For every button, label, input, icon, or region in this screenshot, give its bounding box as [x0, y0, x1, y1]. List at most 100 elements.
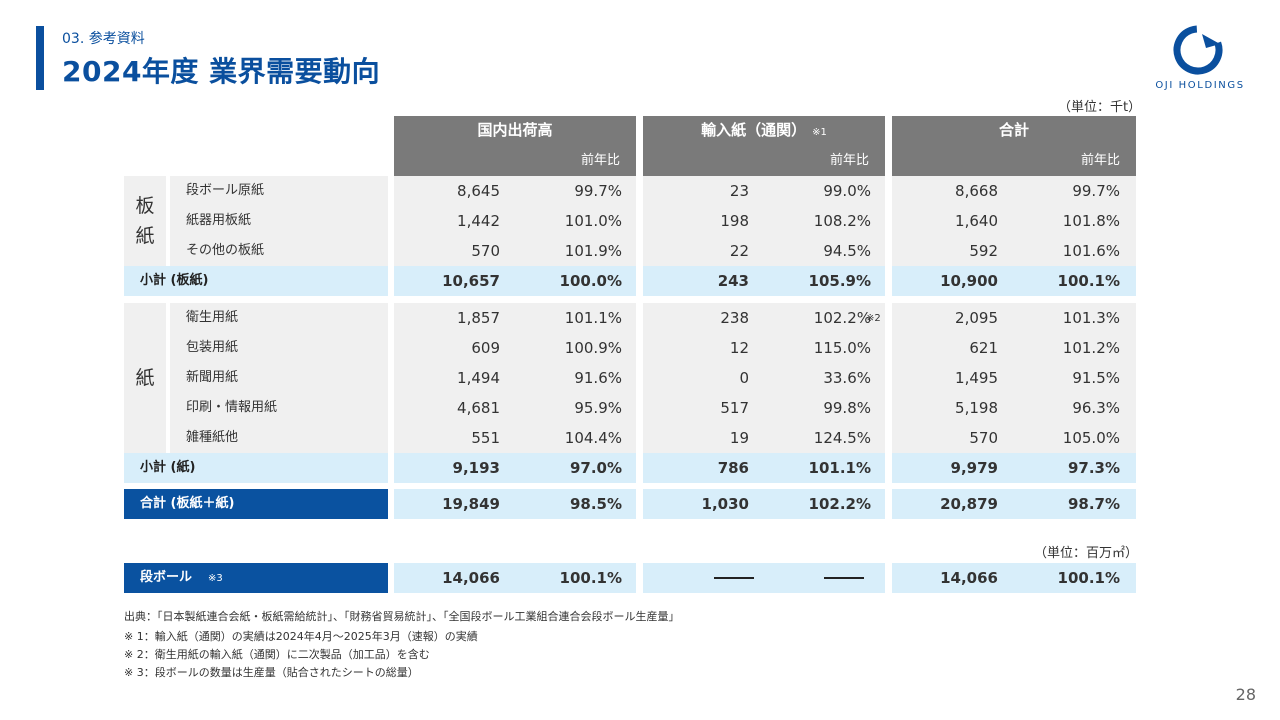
value-domestic: 4,681 [394, 393, 506, 423]
value-domestic: 8,645 [394, 176, 506, 206]
value-import: 23 [643, 176, 755, 206]
pct-domestic: 100.1% [506, 563, 636, 593]
pct-total: 101.3% [1004, 303, 1136, 333]
value-domestic: 570 [394, 236, 506, 266]
footnote-1: ※ 1：輸入紙（通関）の実績は2024年4月～2025年3月（速報）の実績 [124, 630, 478, 643]
row-label: 段ボール原紙 [170, 176, 388, 206]
row-label: 合計 (板紙＋紙) [124, 489, 388, 519]
value-total: 592 [892, 236, 1004, 266]
row-label: 印刷・情報用紙 [170, 393, 388, 423]
value-total: 20,879 [892, 489, 1004, 519]
footnote-source: 出典：「日本製紙連合会紙・板紙需給統計」、「財務省貿易統計」、「全国段ボール工業… [124, 610, 680, 623]
value-domestic: 1,494 [394, 363, 506, 393]
pct-import: 102.2% [755, 303, 885, 333]
value-total: 10,900 [892, 266, 1004, 296]
pct-total: 97.3% [1004, 453, 1136, 483]
row-label: 小計 (板紙) [124, 266, 388, 296]
cardboard-note: ※3 [208, 573, 223, 584]
oji-logo: OJI HOLDINGS [1140, 24, 1260, 96]
col-header-domestic: 国内出荷高 [394, 116, 636, 146]
col-subheader-domestic: 前年比 [394, 146, 636, 176]
col-header-import-note: ※1 [812, 127, 827, 138]
pct-import: 99.8% [755, 393, 885, 423]
group-char: 板 [135, 195, 155, 217]
row-label: 紙器用板紙 [170, 206, 388, 236]
value-total: 2,095 [892, 303, 1004, 333]
value-domestic: 19,849 [394, 489, 506, 519]
unit-label-cardboard: （単位：百万㎡） [1034, 546, 1139, 561]
value-total: 9,979 [892, 453, 1004, 483]
value-domestic: 10,657 [394, 266, 506, 296]
pct-total: 100.1% [1004, 266, 1136, 296]
pct-import: 94.5% [755, 236, 885, 266]
page-title: 2024年度 業界需要動向 [62, 55, 381, 88]
pct-total: 100.1% [1004, 563, 1136, 593]
pct-domestic: 98.5% [506, 489, 636, 519]
row-label: 段ボール ※3 [124, 563, 388, 593]
row-label: 小計 (紙) [124, 453, 388, 483]
value-import: 22 [643, 236, 755, 266]
title-accent-bar [36, 26, 44, 90]
pct-domestic: 100.0% [506, 266, 636, 296]
value-total: 621 [892, 333, 1004, 363]
pct-import: 108.2% [755, 206, 885, 236]
pct-import: 105.9% [755, 266, 885, 296]
value-import: 517 [643, 393, 755, 423]
dash-import-pct [824, 577, 864, 579]
pct-total: 101.8% [1004, 206, 1136, 236]
row-label: 包装用紙 [170, 333, 388, 363]
row-label: 衛生用紙 [170, 303, 388, 333]
sanitary-note: ※2 [866, 313, 881, 324]
value-import: 12 [643, 333, 755, 363]
value-import: 19 [643, 423, 755, 453]
group-label-board: 板 紙 [124, 176, 166, 266]
col-header-import: 輸入紙（通関） ※1 [643, 116, 885, 146]
pct-total: 101.6% [1004, 236, 1136, 266]
row-label: 雑種紙他 [170, 423, 388, 453]
value-domestic: 551 [394, 423, 506, 453]
pct-domestic: 101.9% [506, 236, 636, 266]
value-import: 243 [643, 266, 755, 296]
value-total: 1,640 [892, 206, 1004, 236]
pct-total: 101.2% [1004, 333, 1136, 363]
row-label: 新聞用紙 [170, 363, 388, 393]
value-total: 8,668 [892, 176, 1004, 206]
col-header-import-label: 輸入紙（通関） [701, 121, 807, 139]
value-total: 1,495 [892, 363, 1004, 393]
pct-import: 124.5% [755, 423, 885, 453]
unit-label: （単位：千t） [1058, 100, 1142, 115]
pct-total: 96.3% [1004, 393, 1136, 423]
pct-domestic: 99.7% [506, 176, 636, 206]
value-domestic: 609 [394, 333, 506, 363]
pct-domestic: 95.9% [506, 393, 636, 423]
value-domestic: 1,857 [394, 303, 506, 333]
value-import: 1,030 [643, 489, 755, 519]
pct-import: 101.1% [755, 453, 885, 483]
pct-domestic: 101.0% [506, 206, 636, 236]
footnote-2: ※ 2：衛生用紙の輸入紙（通関）に二次製品（加工品）を含む [124, 648, 430, 661]
col-header-total: 合計 [892, 116, 1136, 146]
oji-logo-icon [1173, 25, 1223, 75]
col-subheader-import: 前年比 [643, 146, 885, 176]
pct-total: 105.0% [1004, 423, 1136, 453]
row-label: その他の板紙 [170, 236, 388, 266]
pct-domestic: 100.9% [506, 333, 636, 363]
group-label-paper: 紙 [124, 303, 166, 453]
pct-domestic: 91.6% [506, 363, 636, 393]
value-domestic: 14,066 [394, 563, 506, 593]
pct-import: 99.0% [755, 176, 885, 206]
value-domestic: 1,442 [394, 206, 506, 236]
pct-domestic: 97.0% [506, 453, 636, 483]
section-label: 03. 参考資料 [62, 31, 145, 47]
value-total: 5,198 [892, 393, 1004, 423]
footnote-3: ※ 3：段ボールの数量は生産量（貼合されたシートの総量） [124, 666, 419, 679]
value-import: 238 [643, 303, 755, 333]
pct-total: 98.7% [1004, 489, 1136, 519]
value-total: 570 [892, 423, 1004, 453]
dash-import-value [714, 577, 754, 579]
value-import: 0 [643, 363, 755, 393]
pct-total: 91.5% [1004, 363, 1136, 393]
page-number: 28 [1235, 685, 1256, 704]
group-char: 紙 [135, 367, 155, 389]
pct-import: 115.0% [755, 333, 885, 363]
